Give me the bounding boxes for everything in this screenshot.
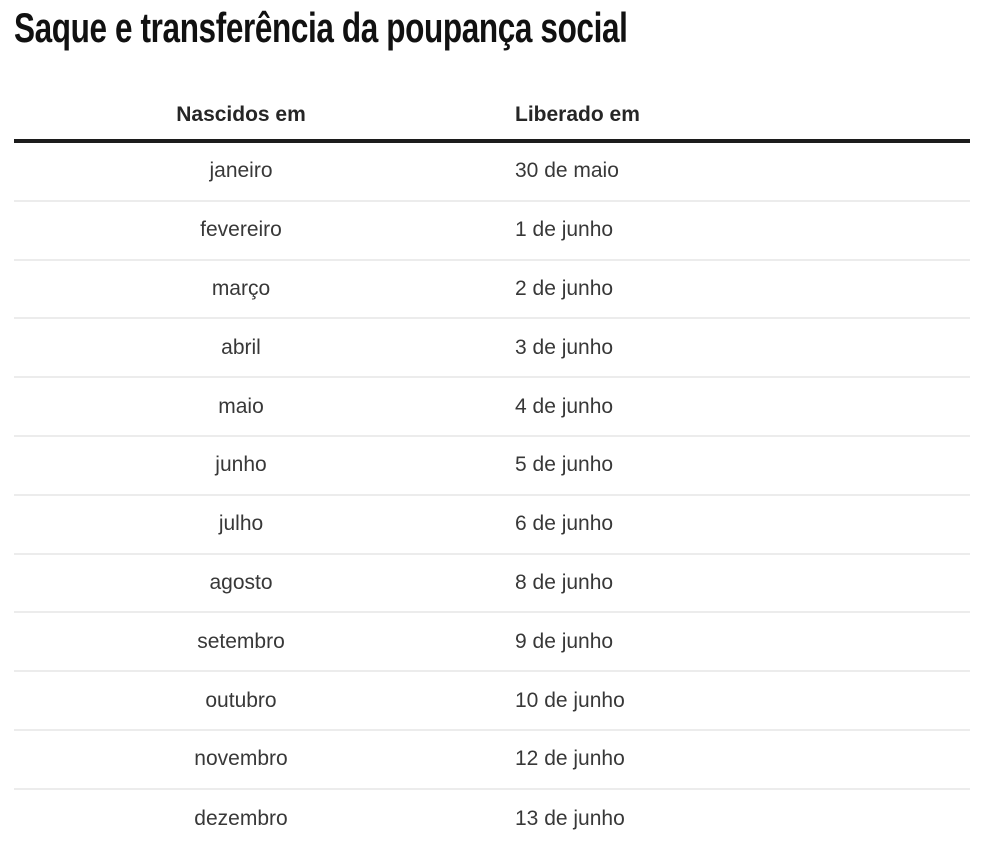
month-cell: novembro (194, 747, 288, 771)
table-row: março 2 de junho (14, 261, 970, 320)
date-cell: 2 de junho (515, 276, 614, 300)
month-cell: junho (215, 453, 267, 477)
month-cell: maio (218, 394, 264, 418)
month-cell: julho (218, 512, 264, 536)
date-cell: 5 de junho (515, 453, 614, 477)
date-cell: 4 de junho (515, 394, 614, 418)
column-header-liberado-em: Liberado em (515, 102, 640, 126)
table-row: abril 3 de junho (14, 319, 970, 379)
table-row: setembro 9 de junho (14, 613, 970, 673)
month-cell: setembro (197, 629, 285, 653)
table-row: agosto 8 de junho (14, 555, 970, 614)
date-cell: 12 de junho (515, 747, 625, 771)
date-cell: 1 de junho (515, 218, 614, 242)
payout-schedule-table: Nascidos em Liberado em janeiro 30 de ma… (14, 90, 970, 849)
month-cell: março (211, 276, 271, 300)
month-cell: agosto (209, 570, 273, 594)
date-cell: 9 de junho (515, 629, 614, 653)
month-cell: outubro (205, 688, 277, 712)
table-row: fevereiro 1 de junho (14, 202, 970, 261)
table-row: julho 6 de junho (14, 496, 970, 555)
table-header-row: Nascidos em Liberado em (14, 90, 970, 143)
month-cell: fevereiro (200, 218, 282, 242)
table-row: maio 4 de junho (14, 378, 970, 437)
table-row: dezembro 13 de junho (14, 790, 970, 849)
date-cell: 6 de junho (515, 512, 614, 536)
page-title: Saque e transferência da poupança social (14, 4, 628, 51)
table-row: junho 5 de junho (14, 437, 970, 496)
date-cell: 8 de junho (515, 570, 614, 594)
date-cell: 3 de junho (515, 335, 614, 359)
table-row: outubro 10 de junho (14, 672, 970, 731)
month-cell: janeiro (209, 159, 273, 183)
date-cell: 13 de junho (515, 807, 625, 831)
table-row: janeiro 30 de maio (14, 143, 970, 202)
month-cell: dezembro (194, 807, 288, 831)
column-header-nascidos-em: Nascidos em (176, 102, 306, 126)
month-cell: abril (221, 335, 261, 359)
date-cell: 30 de maio (515, 159, 619, 183)
table-row: novembro 12 de junho (14, 731, 970, 790)
date-cell: 10 de junho (515, 688, 625, 712)
